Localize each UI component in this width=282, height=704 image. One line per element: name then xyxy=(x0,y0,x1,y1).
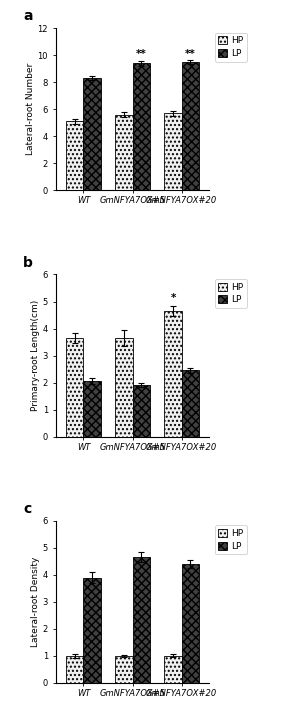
Bar xyxy=(66,656,83,683)
Bar xyxy=(115,338,133,436)
Bar xyxy=(133,558,150,683)
Bar xyxy=(66,338,83,436)
Text: **: ** xyxy=(185,49,196,58)
Bar xyxy=(182,564,199,683)
Bar xyxy=(115,656,133,683)
Y-axis label: Lateral-root Density: Lateral-root Density xyxy=(31,557,40,647)
Legend: HP, LP: HP, LP xyxy=(215,279,247,308)
Text: b: b xyxy=(23,256,33,270)
Y-axis label: Lateral-root Number: Lateral-root Number xyxy=(26,63,35,156)
Text: *: * xyxy=(170,293,176,303)
Text: a: a xyxy=(23,9,32,23)
Legend: HP, LP: HP, LP xyxy=(215,525,247,555)
Bar xyxy=(182,62,199,190)
Bar xyxy=(66,121,83,190)
Bar xyxy=(115,115,133,190)
Bar xyxy=(83,577,101,683)
Text: **: ** xyxy=(136,49,147,59)
Legend: HP, LP: HP, LP xyxy=(215,32,247,62)
Bar xyxy=(164,113,182,190)
Bar xyxy=(164,656,182,683)
Bar xyxy=(133,385,150,436)
Bar xyxy=(83,78,101,190)
Bar xyxy=(182,370,199,436)
Bar xyxy=(83,381,101,436)
Text: c: c xyxy=(23,502,31,516)
Bar xyxy=(164,311,182,436)
Y-axis label: Primary-root Length(cm): Primary-root Length(cm) xyxy=(31,300,40,411)
Bar xyxy=(133,63,150,190)
